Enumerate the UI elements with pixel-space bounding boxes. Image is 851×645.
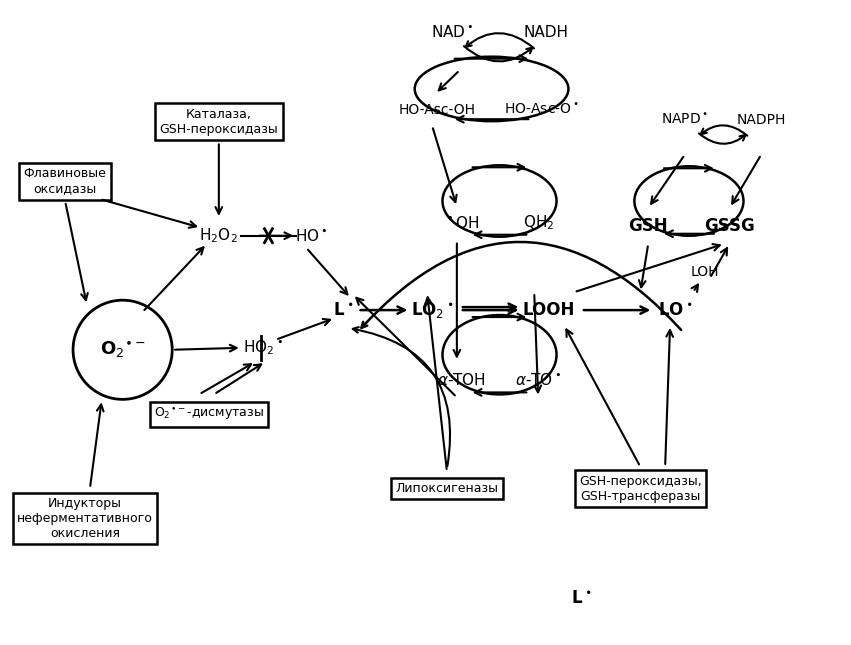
Text: LOOH: LOOH — [523, 301, 575, 319]
Text: HO$^\bullet$: HO$^\bullet$ — [294, 228, 328, 244]
Text: GSSG: GSSG — [705, 217, 755, 235]
Text: QH$_2$: QH$_2$ — [523, 213, 554, 232]
Text: Индукторы
неферментативного
окисления: Индукторы неферментативного окисления — [17, 497, 153, 540]
Text: Каталаза,
GSH-пероксидазы: Каталаза, GSH-пероксидазы — [159, 108, 278, 135]
Text: L$^\bullet$: L$^\bullet$ — [571, 589, 591, 607]
Text: O$_2$$^{\bullet-}$: O$_2$$^{\bullet-}$ — [100, 340, 146, 360]
Text: GSH-пероксидазы,
GSH-трансферазы: GSH-пероксидазы, GSH-трансферазы — [579, 475, 702, 502]
Text: H$_2$O$_2$: H$_2$O$_2$ — [199, 226, 238, 245]
Text: $\alpha$-TOH: $\alpha$-TOH — [437, 372, 486, 388]
Text: LOH: LOH — [690, 265, 719, 279]
Text: LO$^\bullet$: LO$^\bullet$ — [658, 301, 693, 319]
Text: HO-Asc-OH: HO-Asc-OH — [398, 103, 476, 117]
Text: O$_2$$^{\bullet-}$-дисмутазы: O$_2$$^{\bullet-}$-дисмутазы — [154, 406, 264, 422]
Text: GSH: GSH — [629, 217, 668, 235]
Text: HO-Asc-O$^\bullet$: HO-Asc-O$^\bullet$ — [504, 103, 579, 117]
Text: $^\bullet$QH: $^\bullet$QH — [444, 214, 479, 232]
Text: NADH: NADH — [523, 25, 568, 40]
Text: Флавиновые
оксидазы: Флавиновые оксидазы — [24, 167, 106, 195]
Text: HO$_2$$^\bullet$: HO$_2$$^\bullet$ — [243, 339, 283, 357]
Text: NAPD$^\bullet$: NAPD$^\bullet$ — [661, 112, 709, 127]
Text: L$^\bullet$: L$^\bullet$ — [333, 301, 353, 319]
Text: Липоксигеназы: Липоксигеназы — [396, 482, 499, 495]
Text: NADPH: NADPH — [737, 113, 786, 126]
Text: $\alpha$-TO$^\bullet$: $\alpha$-TO$^\bullet$ — [515, 372, 561, 388]
Text: LO$_2$$^\bullet$: LO$_2$$^\bullet$ — [411, 300, 454, 320]
Text: NAD$^\bullet$: NAD$^\bullet$ — [431, 25, 473, 41]
